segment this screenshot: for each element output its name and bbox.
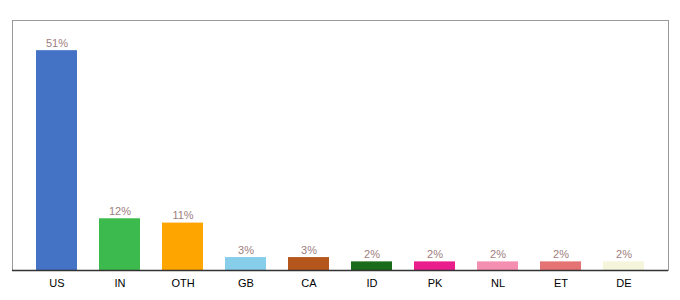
svg-text:DE: DE [616,277,631,289]
svg-text:CA: CA [301,277,317,289]
svg-text:ID: ID [367,277,378,289]
svg-text:NL: NL [491,277,505,289]
svg-text:3%: 3% [301,244,317,256]
svg-text:PK: PK [428,277,443,289]
svg-text:3%: 3% [238,244,254,256]
svg-text:GB: GB [238,277,254,289]
svg-text:US: US [49,277,64,289]
svg-text:2%: 2% [427,248,443,260]
svg-text:12%: 12% [109,205,131,217]
svg-text:2%: 2% [616,248,632,260]
svg-text:ET: ET [554,277,568,289]
svg-text:2%: 2% [364,248,380,260]
svg-text:OTH: OTH [171,277,194,289]
svg-text:11%: 11% [172,209,193,221]
svg-text:IN: IN [115,277,126,289]
svg-text:51%: 51% [46,37,68,49]
svg-text:2%: 2% [490,248,506,260]
svg-text:2%: 2% [553,248,569,260]
